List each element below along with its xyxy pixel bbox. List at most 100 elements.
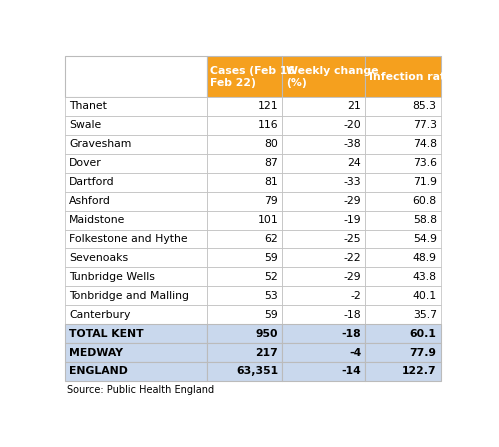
- Text: 43.8: 43.8: [413, 272, 437, 282]
- Text: -2: -2: [351, 291, 361, 301]
- Bar: [282, 229, 365, 249]
- Bar: [207, 287, 282, 305]
- Text: ENGLAND: ENGLAND: [69, 367, 128, 376]
- Text: Sevenoaks: Sevenoaks: [69, 253, 128, 263]
- Text: Source: Public Health England: Source: Public Health England: [67, 385, 215, 395]
- Text: 59: 59: [264, 310, 278, 320]
- Text: 62: 62: [264, 234, 278, 244]
- Bar: [65, 56, 207, 97]
- Text: Weekly change
(%): Weekly change (%): [286, 66, 378, 88]
- Text: Tunbridge Wells: Tunbridge Wells: [69, 272, 155, 282]
- Text: 80: 80: [264, 139, 278, 149]
- Text: 74.8: 74.8: [413, 139, 437, 149]
- Text: -18: -18: [344, 310, 361, 320]
- Bar: [207, 173, 282, 192]
- Bar: [65, 324, 207, 343]
- Text: 63,351: 63,351: [236, 367, 278, 376]
- Bar: [365, 97, 441, 116]
- Bar: [65, 173, 207, 192]
- Bar: [65, 97, 207, 116]
- Text: 54.9: 54.9: [413, 234, 437, 244]
- Bar: [365, 287, 441, 305]
- Bar: [207, 324, 282, 343]
- Text: 217: 217: [255, 348, 278, 358]
- Text: 73.6: 73.6: [413, 158, 437, 168]
- Bar: [207, 154, 282, 173]
- Bar: [65, 116, 207, 135]
- Text: Canterbury: Canterbury: [69, 310, 131, 320]
- Bar: [282, 249, 365, 267]
- Bar: [65, 135, 207, 154]
- Bar: [207, 343, 282, 362]
- Bar: [282, 97, 365, 116]
- Text: 59: 59: [264, 253, 278, 263]
- Bar: [207, 192, 282, 211]
- Text: -19: -19: [344, 215, 361, 225]
- Bar: [207, 305, 282, 324]
- Text: 35.7: 35.7: [413, 310, 437, 320]
- Text: 77.3: 77.3: [413, 120, 437, 131]
- Text: -29: -29: [344, 196, 361, 206]
- Bar: [207, 249, 282, 267]
- Text: MEDWAY: MEDWAY: [69, 348, 123, 358]
- Text: -20: -20: [344, 120, 361, 131]
- Bar: [365, 305, 441, 324]
- Bar: [282, 343, 365, 362]
- Bar: [65, 343, 207, 362]
- Text: 24: 24: [348, 158, 361, 168]
- Bar: [365, 116, 441, 135]
- Bar: [207, 229, 282, 249]
- Text: 121: 121: [257, 101, 278, 111]
- Bar: [65, 267, 207, 287]
- Bar: [365, 343, 441, 362]
- Text: Dover: Dover: [69, 158, 102, 168]
- Text: 122.7: 122.7: [402, 367, 437, 376]
- Bar: [282, 324, 365, 343]
- Bar: [365, 56, 441, 97]
- Text: 87: 87: [264, 158, 278, 168]
- Bar: [282, 192, 365, 211]
- Bar: [282, 116, 365, 135]
- Text: -38: -38: [344, 139, 361, 149]
- Text: 81: 81: [264, 177, 278, 187]
- Bar: [282, 154, 365, 173]
- Text: 21: 21: [348, 101, 361, 111]
- Bar: [65, 229, 207, 249]
- Bar: [65, 362, 207, 381]
- Bar: [65, 305, 207, 324]
- Text: 950: 950: [255, 329, 278, 339]
- Bar: [65, 154, 207, 173]
- Text: 52: 52: [264, 272, 278, 282]
- Bar: [282, 267, 365, 287]
- Text: Cases (Feb 16 -
Feb 22): Cases (Feb 16 - Feb 22): [211, 66, 304, 88]
- Bar: [282, 56, 365, 97]
- Bar: [282, 135, 365, 154]
- Bar: [365, 173, 441, 192]
- Bar: [65, 211, 207, 229]
- Text: Thanet: Thanet: [69, 101, 107, 111]
- Bar: [282, 287, 365, 305]
- Text: 77.9: 77.9: [410, 348, 437, 358]
- Bar: [65, 287, 207, 305]
- Text: 116: 116: [257, 120, 278, 131]
- Bar: [365, 249, 441, 267]
- Bar: [207, 116, 282, 135]
- Bar: [65, 192, 207, 211]
- Text: 60.1: 60.1: [410, 329, 437, 339]
- Bar: [207, 362, 282, 381]
- Text: Ashford: Ashford: [69, 196, 111, 206]
- Text: -33: -33: [344, 177, 361, 187]
- Text: Swale: Swale: [69, 120, 102, 131]
- Bar: [282, 362, 365, 381]
- Text: TOTAL KENT: TOTAL KENT: [69, 329, 144, 339]
- Text: Gravesham: Gravesham: [69, 139, 132, 149]
- Bar: [282, 305, 365, 324]
- Text: 85.3: 85.3: [413, 101, 437, 111]
- Text: 71.9: 71.9: [413, 177, 437, 187]
- Text: 60.8: 60.8: [413, 196, 437, 206]
- Bar: [365, 154, 441, 173]
- Bar: [365, 267, 441, 287]
- Bar: [282, 211, 365, 229]
- Bar: [365, 192, 441, 211]
- Text: Tonbridge and Malling: Tonbridge and Malling: [69, 291, 189, 301]
